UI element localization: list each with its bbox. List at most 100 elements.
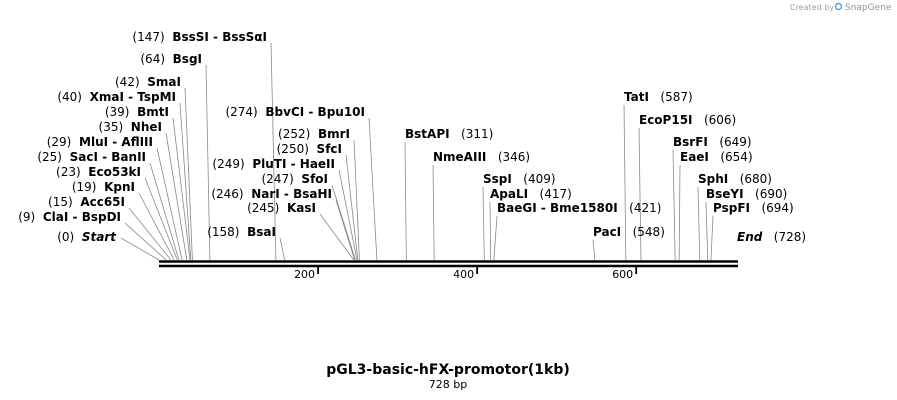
- enzyme-name: SfoI: [301, 172, 328, 186]
- cut-site-label: (29) MluI - AflIII: [47, 135, 153, 149]
- cut-site-line: [638, 127, 642, 261]
- cut-site-position: (274): [225, 105, 257, 119]
- tick-label: 200: [294, 268, 315, 281]
- enzyme-name: Acc65I: [80, 195, 125, 209]
- cut-site-label: EcoP15I (606): [639, 113, 736, 127]
- cut-site-label: (247) SfoI: [262, 172, 329, 186]
- cut-site-line: [165, 132, 188, 261]
- cut-site-position: (409): [523, 172, 555, 186]
- cut-site-label: (39) BmtI: [105, 105, 169, 119]
- cut-site-position: (606): [704, 113, 736, 127]
- cut-site-position: (346): [498, 150, 530, 164]
- cut-site-label: SspI (409): [483, 172, 556, 186]
- cut-site-label: (42) SmaI: [115, 75, 181, 89]
- cut-site-line: [493, 215, 498, 261]
- cut-site-label: (245) KasI: [247, 201, 316, 215]
- cut-site-label: (64) BsgI: [140, 52, 202, 66]
- cut-site-label: (25) SacI - BanII: [37, 150, 146, 164]
- cut-site-line: [128, 207, 172, 261]
- enzyme-name: SphI: [698, 172, 728, 186]
- cut-site-label: (246) NarI - BsaHI: [211, 187, 332, 201]
- cut-site-line: [672, 149, 676, 261]
- cut-site-position: (35): [99, 120, 124, 134]
- marker-name: Start: [82, 230, 117, 244]
- enzyme-name: NmeAIII: [433, 150, 486, 164]
- cut-site-line: [279, 237, 286, 261]
- enzyme-name: BaeGI - Bme1580I: [497, 201, 618, 215]
- enzyme-name: NarI - BsaHI: [251, 187, 332, 201]
- enzyme-name: TatI: [624, 90, 649, 104]
- cut-site-line: [710, 215, 714, 261]
- enzyme-name: KpnI: [104, 180, 135, 194]
- cut-site-label: (250) SfcI: [277, 142, 342, 156]
- cut-site-position: (29): [47, 135, 72, 149]
- enzyme-name: KasI: [287, 201, 316, 215]
- cut-site-lines: [124, 42, 714, 261]
- cut-site-label: BaeGI - Bme1580I (421): [497, 201, 661, 215]
- enzyme-name: EaeI: [680, 150, 709, 164]
- enzyme-name: ClaI - BspDI: [43, 210, 121, 224]
- enzyme-name: BsgI: [173, 52, 202, 66]
- cut-site-position: (548): [633, 225, 665, 239]
- cut-site-line: [319, 213, 355, 261]
- cut-site-line: [335, 199, 356, 261]
- cut-site-line: [331, 184, 356, 261]
- cut-site-label: ApaLI (417): [490, 187, 572, 201]
- cut-site-position: (680): [740, 172, 772, 186]
- cut-site-line: [678, 164, 681, 261]
- end-marker: End (728): [737, 230, 806, 244]
- cut-site-line: [205, 64, 211, 261]
- enzyme-name: BssSI - BssSαI: [172, 30, 267, 44]
- cut-site-label: BseYI (690): [706, 187, 787, 201]
- cut-site-line: [156, 147, 183, 261]
- snapgene-logo-icon: [834, 2, 843, 11]
- cut-site-line: [482, 186, 485, 261]
- cut-site-position: (147): [132, 30, 164, 44]
- cut-site-line: [345, 154, 359, 261]
- cut-site-line: [489, 201, 492, 261]
- cut-site-line: [144, 177, 178, 261]
- cut-site-line: [368, 117, 378, 261]
- enzyme-name: SacI - BanII: [70, 150, 146, 164]
- cut-site-line: [149, 162, 180, 261]
- cut-site-label: (252) BmrI: [278, 127, 350, 141]
- cut-site-line: [705, 201, 709, 261]
- cut-site-position: (694): [761, 201, 793, 215]
- cut-site-position: (690): [755, 187, 787, 201]
- enzyme-name: BmtI: [137, 105, 169, 119]
- cut-site-position: (15): [48, 195, 73, 209]
- cut-site-label: (9) ClaI - BspDI: [18, 210, 121, 224]
- enzyme-name: SfcI: [317, 142, 342, 156]
- cut-site-line: [353, 139, 360, 261]
- enzyme-name: Eco53kI: [88, 165, 141, 179]
- cut-site-line: [404, 141, 407, 261]
- enzyme-name: BbvCI - Bpu10I: [265, 105, 365, 119]
- cut-site-position: (25): [37, 150, 62, 164]
- cut-site-label: (40) XmaI - TspMI: [57, 90, 176, 104]
- marker-position: (728): [774, 230, 806, 244]
- cut-site-line: [432, 164, 435, 261]
- end-markers: (0) Start End (728): [57, 230, 806, 261]
- cut-site-label: (274) BbvCI - Bpu10I: [225, 105, 365, 119]
- cut-site-label: (23) Eco53kI: [56, 165, 141, 179]
- cut-site-label: (249) PluTI - HaeII: [212, 157, 335, 171]
- cut-site-line: [270, 42, 277, 261]
- cut-site-line: [184, 87, 193, 261]
- cut-site-position: (654): [720, 150, 752, 164]
- axis-ticks: 200 400 600: [294, 267, 638, 281]
- enzyme-name: MluI - AflIII: [79, 135, 153, 149]
- start-marker: (0) Start: [57, 230, 117, 244]
- marker-name: End: [737, 230, 763, 244]
- cut-site-label: (158) BsaI: [207, 225, 276, 239]
- cut-site-label: (15) Acc65I: [48, 195, 125, 209]
- cut-site-line: [592, 239, 596, 261]
- cut-site-position: (247): [262, 172, 294, 186]
- cut-site-position: (421): [629, 201, 661, 215]
- cut-site-label: BsrFI (649): [673, 135, 752, 149]
- cut-site-position: (9): [18, 210, 35, 224]
- enzyme-name: ApaLI: [490, 187, 528, 201]
- cut-site-label: SphI (680): [698, 172, 772, 186]
- cut-site-position: (250): [277, 142, 309, 156]
- cut-site-label: BstAPI (311): [405, 127, 493, 141]
